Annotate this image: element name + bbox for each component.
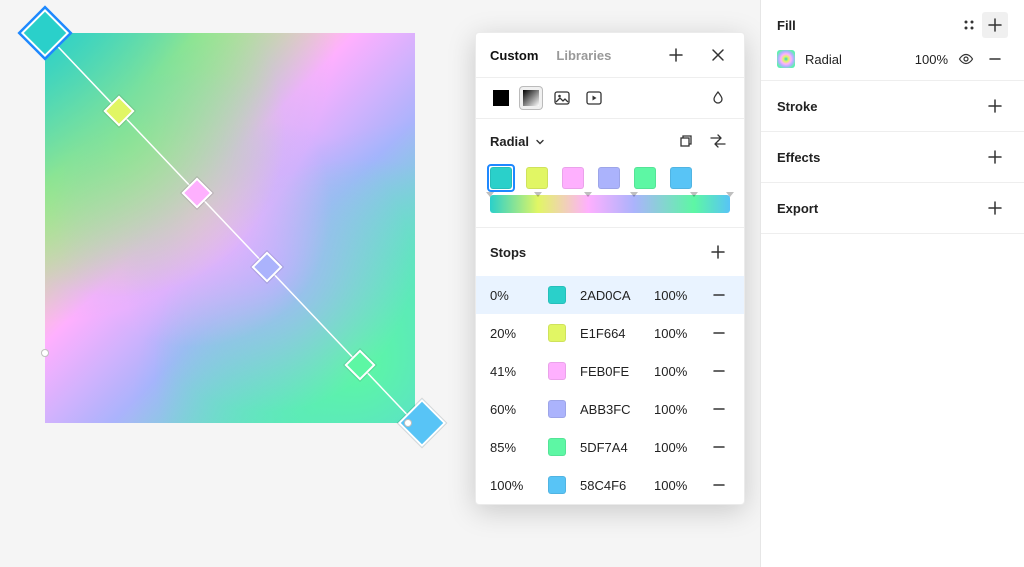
stop-position[interactable]: 41% bbox=[490, 364, 534, 379]
flip-gradient-button[interactable] bbox=[706, 129, 730, 153]
close-picker-button[interactable] bbox=[706, 43, 730, 67]
paint-type-image-icon[interactable] bbox=[550, 86, 574, 110]
add-effect-button[interactable] bbox=[982, 144, 1008, 170]
remove-stop-button[interactable] bbox=[712, 326, 730, 340]
add-color-style-button[interactable] bbox=[664, 43, 688, 67]
stop-color-chip[interactable] bbox=[548, 286, 566, 304]
gradient-type-select[interactable]: Radial bbox=[490, 134, 545, 149]
stop-hex[interactable]: FEB0FE bbox=[580, 364, 640, 379]
stops-list: 0% 2AD0CA 100% 20% E1F664 100% 41% FEB0F… bbox=[476, 276, 744, 504]
stop-row[interactable]: 0% 2AD0CA 100% bbox=[476, 276, 744, 314]
gradient-handle[interactable] bbox=[251, 251, 282, 282]
remove-stop-button[interactable] bbox=[712, 288, 730, 302]
tab-libraries[interactable]: Libraries bbox=[556, 48, 611, 63]
stroke-section-title: Stroke bbox=[777, 99, 817, 114]
gradient-handle[interactable] bbox=[181, 177, 212, 208]
paint-type-gradient-icon[interactable] bbox=[520, 87, 542, 109]
fill-chip-icon bbox=[777, 50, 795, 68]
stop-swatch[interactable] bbox=[598, 167, 620, 189]
stop-opacity[interactable]: 100% bbox=[654, 440, 698, 455]
fill-section-title: Fill bbox=[777, 18, 796, 33]
stop-row[interactable]: 100% 58C4F6 100% bbox=[476, 466, 744, 504]
add-stop-button[interactable] bbox=[706, 240, 730, 264]
stop-hex[interactable]: ABB3FC bbox=[580, 402, 640, 417]
effects-section-title: Effects bbox=[777, 150, 820, 165]
stop-swatch[interactable] bbox=[526, 167, 548, 189]
tab-custom[interactable]: Custom bbox=[490, 48, 538, 63]
remove-fill-button[interactable] bbox=[988, 52, 1008, 66]
transform-handle[interactable] bbox=[41, 349, 49, 357]
fill-visibility-toggle[interactable] bbox=[958, 51, 978, 67]
fill-entry-name: Radial bbox=[805, 52, 894, 67]
stop-swatch[interactable] bbox=[634, 167, 656, 189]
remove-stop-button[interactable] bbox=[712, 364, 730, 378]
stop-color-chip[interactable] bbox=[548, 476, 566, 494]
fill-section: Fill Radial 100% bbox=[761, 0, 1024, 81]
stop-color-chip[interactable] bbox=[548, 324, 566, 342]
add-stroke-button[interactable] bbox=[982, 93, 1008, 119]
stop-hex[interactable]: 58C4F6 bbox=[580, 478, 640, 493]
stops-title: Stops bbox=[490, 245, 526, 260]
stop-position[interactable]: 20% bbox=[490, 326, 534, 341]
add-export-button[interactable] bbox=[982, 195, 1008, 221]
gradient-bar[interactable] bbox=[476, 189, 744, 227]
stop-opacity[interactable]: 100% bbox=[654, 478, 698, 493]
stop-color-chip[interactable] bbox=[548, 438, 566, 456]
remove-stop-button[interactable] bbox=[712, 402, 730, 416]
stop-row[interactable]: 20% E1F664 100% bbox=[476, 314, 744, 352]
paint-type-row bbox=[476, 77, 744, 119]
stop-swatch[interactable] bbox=[670, 167, 692, 189]
stop-swatch[interactable] bbox=[490, 167, 512, 189]
stop-opacity[interactable]: 100% bbox=[654, 364, 698, 379]
stop-position[interactable]: 60% bbox=[490, 402, 534, 417]
stop-swatch[interactable] bbox=[562, 167, 584, 189]
export-section-title: Export bbox=[777, 201, 818, 216]
stop-opacity[interactable]: 100% bbox=[654, 402, 698, 417]
stop-hex[interactable]: 5DF7A4 bbox=[580, 440, 640, 455]
chevron-down-icon bbox=[535, 137, 545, 147]
properties-panel: Fill Radial 100% Stroke bbox=[760, 0, 1024, 567]
stop-swatches bbox=[476, 163, 744, 189]
stop-color-chip[interactable] bbox=[548, 400, 566, 418]
gradient-type-row: Radial bbox=[476, 119, 744, 163]
paint-type-solid-icon[interactable] bbox=[490, 87, 512, 109]
stroke-section: Stroke bbox=[761, 81, 1024, 132]
stop-position[interactable]: 0% bbox=[490, 288, 534, 303]
gradient-handle[interactable] bbox=[103, 95, 134, 126]
effects-section: Effects bbox=[761, 132, 1024, 183]
remove-stop-button[interactable] bbox=[712, 478, 730, 492]
style-library-icon[interactable] bbox=[956, 12, 982, 38]
stop-color-chip[interactable] bbox=[548, 362, 566, 380]
export-section: Export bbox=[761, 183, 1024, 234]
add-fill-button[interactable] bbox=[982, 12, 1008, 38]
gradient-type-label: Radial bbox=[490, 134, 529, 149]
stop-row[interactable]: 41% FEB0FE 100% bbox=[476, 352, 744, 390]
picker-tabs: Custom Libraries bbox=[476, 33, 744, 77]
stop-position[interactable]: 100% bbox=[490, 478, 534, 493]
stop-hex[interactable]: 2AD0CA bbox=[580, 288, 640, 303]
blend-mode-icon[interactable] bbox=[706, 86, 730, 110]
gradient-handle[interactable] bbox=[21, 9, 69, 57]
stops-header: Stops bbox=[476, 228, 744, 276]
stop-position[interactable]: 85% bbox=[490, 440, 534, 455]
transform-handle[interactable] bbox=[404, 419, 412, 427]
fill-entry-opacity[interactable]: 100% bbox=[904, 52, 948, 67]
selected-rectangle[interactable] bbox=[45, 33, 415, 423]
fill-entry[interactable]: Radial 100% bbox=[777, 38, 1008, 68]
remove-stop-button[interactable] bbox=[712, 440, 730, 454]
stop-row[interactable]: 60% ABB3FC 100% bbox=[476, 390, 744, 428]
stop-opacity[interactable]: 100% bbox=[654, 288, 698, 303]
stop-hex[interactable]: E1F664 bbox=[580, 326, 640, 341]
stop-row[interactable]: 85% 5DF7A4 100% bbox=[476, 428, 744, 466]
paint-type-video-icon[interactable] bbox=[582, 86, 606, 110]
stop-opacity[interactable]: 100% bbox=[654, 326, 698, 341]
gradient-handle[interactable] bbox=[344, 349, 375, 380]
rotate-gradient-button[interactable] bbox=[674, 129, 698, 153]
color-picker-panel: Custom Libraries Radial bbox=[475, 32, 745, 505]
